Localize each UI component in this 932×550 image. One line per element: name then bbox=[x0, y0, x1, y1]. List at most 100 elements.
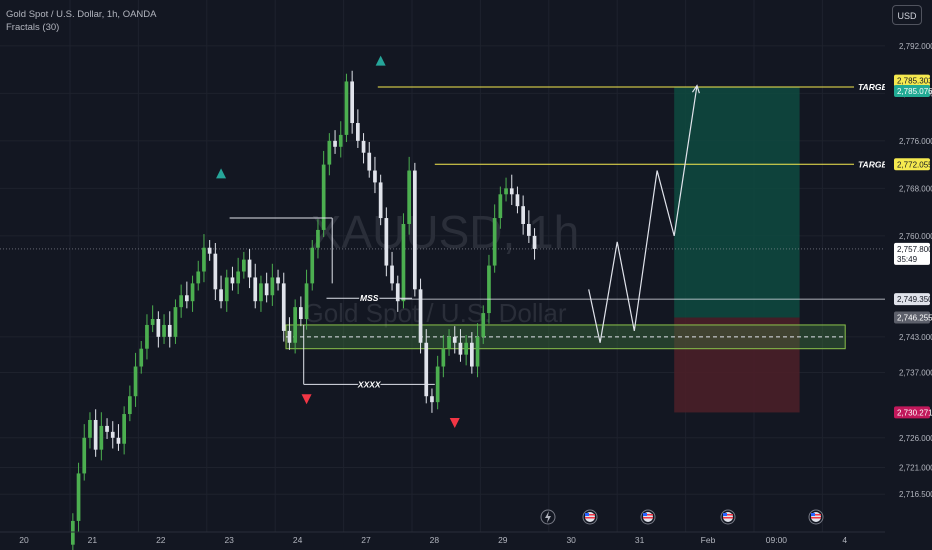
price-label-gray bbox=[894, 293, 930, 306]
flag-canton bbox=[811, 513, 815, 516]
candle-body bbox=[487, 265, 491, 314]
projection-arrowhead-icon bbox=[691, 84, 700, 94]
price-tick: 2,776.000 bbox=[899, 137, 932, 146]
lightning-glyph bbox=[545, 511, 551, 523]
candle-body bbox=[344, 81, 349, 135]
price-label-text: 2,757.800 bbox=[897, 245, 932, 254]
candle-body bbox=[99, 425, 104, 450]
candle-body bbox=[350, 81, 354, 124]
candle-body bbox=[299, 307, 303, 320]
candle-body bbox=[213, 253, 218, 290]
time-label: 24 bbox=[293, 535, 303, 545]
flag-canton bbox=[643, 513, 647, 516]
candle-body bbox=[447, 336, 451, 349]
price-label-text: 2,785.076 bbox=[897, 87, 932, 96]
indicator-label[interactable]: Fractals (30) bbox=[6, 22, 60, 33]
candle-body bbox=[413, 170, 417, 290]
candle-body bbox=[156, 319, 161, 337]
candle-body bbox=[247, 259, 252, 278]
candle-body bbox=[276, 277, 280, 284]
candle-body bbox=[173, 307, 178, 337]
candle-body bbox=[133, 366, 138, 397]
candle-body bbox=[509, 188, 514, 195]
target2-label: TARGET 2 bbox=[858, 82, 900, 92]
time-label: 28 bbox=[430, 535, 440, 545]
candle-body bbox=[390, 265, 394, 284]
candle-body bbox=[356, 123, 360, 141]
candle-body bbox=[515, 194, 520, 207]
time-label: 4 bbox=[842, 535, 847, 545]
candle-body bbox=[270, 277, 275, 296]
candle-body bbox=[202, 247, 206, 272]
candle-body bbox=[333, 140, 337, 147]
watermark-name: Gold Spot / U.S. Dollar bbox=[304, 298, 567, 328]
candle-body bbox=[236, 271, 240, 284]
candle-body bbox=[76, 473, 81, 521]
watermark-symbol: XAUUSD, 1h bbox=[311, 206, 579, 258]
candle-body bbox=[82, 437, 87, 474]
symbol-title: Gold Spot / U.S. Dollar, 1h, OANDA bbox=[6, 9, 157, 20]
candle-body bbox=[110, 431, 115, 438]
candle-body bbox=[162, 324, 166, 337]
candle-body bbox=[338, 134, 343, 147]
target1-label: TARGET 1 bbox=[858, 159, 900, 169]
time-label: 27 bbox=[361, 535, 371, 545]
candle-body bbox=[293, 307, 297, 343]
candle-body bbox=[492, 218, 497, 266]
candle-body bbox=[373, 170, 377, 183]
candle-body bbox=[304, 283, 309, 320]
candle-body bbox=[167, 324, 172, 337]
time-axis: 20 21 22 23 24 27 28 29 30 31 Feb 09:00 4 bbox=[0, 531, 885, 545]
candle-body bbox=[145, 324, 149, 349]
price-label-dark bbox=[894, 311, 930, 324]
price-axis: 2,792.0002,784.0002,776.0002,768.0002,76… bbox=[885, 0, 932, 550]
lightning-event-icon bbox=[540, 509, 556, 525]
candle-body bbox=[196, 271, 201, 284]
candle-body bbox=[224, 277, 229, 302]
candle-body bbox=[327, 140, 332, 165]
candle-body bbox=[384, 218, 389, 266]
candle-body bbox=[458, 342, 463, 355]
profit-zone bbox=[674, 86, 800, 318]
candle-body bbox=[190, 283, 195, 302]
time-label: 31 bbox=[635, 535, 645, 545]
fractal-up-icon bbox=[216, 168, 227, 179]
candle-body bbox=[71, 520, 75, 545]
countdown-text: 35:49 bbox=[897, 255, 918, 264]
mss-label: MSS bbox=[360, 293, 379, 303]
candle-body bbox=[105, 425, 109, 432]
price-label-red bbox=[894, 406, 930, 419]
candle-body bbox=[93, 419, 98, 450]
price-tick: 2,792.000 bbox=[899, 42, 932, 51]
us-flag-event-icon bbox=[808, 509, 824, 525]
candle-body bbox=[407, 170, 411, 224]
flag-canton bbox=[585, 513, 589, 516]
candle-body bbox=[498, 194, 503, 219]
price-label-current bbox=[894, 242, 930, 265]
price-label-text: 2,749.350 bbox=[897, 295, 932, 304]
time-label: 23 bbox=[224, 535, 234, 545]
candle-body bbox=[475, 336, 480, 367]
candle-body bbox=[88, 419, 92, 438]
candle-body bbox=[179, 295, 183, 308]
candle-body bbox=[310, 247, 315, 284]
time-label: Feb bbox=[701, 535, 716, 545]
currency-button[interactable]: USD bbox=[892, 5, 922, 25]
price-tick: 2,737.000 bbox=[899, 368, 932, 377]
candle-body bbox=[316, 229, 320, 248]
candle-body bbox=[521, 206, 525, 224]
candle-body bbox=[185, 295, 189, 302]
flag-stripe bbox=[585, 514, 595, 516]
price-label-text: 2,785.303 bbox=[897, 77, 932, 86]
candle-body bbox=[361, 140, 366, 153]
candle-body bbox=[128, 396, 132, 415]
price-tick: 2,721.000 bbox=[899, 463, 932, 472]
candle-body bbox=[281, 283, 286, 331]
candle-body bbox=[504, 188, 508, 195]
candle-body bbox=[219, 289, 223, 302]
candle-body bbox=[527, 223, 531, 236]
candle-body bbox=[378, 182, 383, 219]
time-label: 20 bbox=[19, 535, 29, 545]
candle-body bbox=[464, 342, 468, 355]
